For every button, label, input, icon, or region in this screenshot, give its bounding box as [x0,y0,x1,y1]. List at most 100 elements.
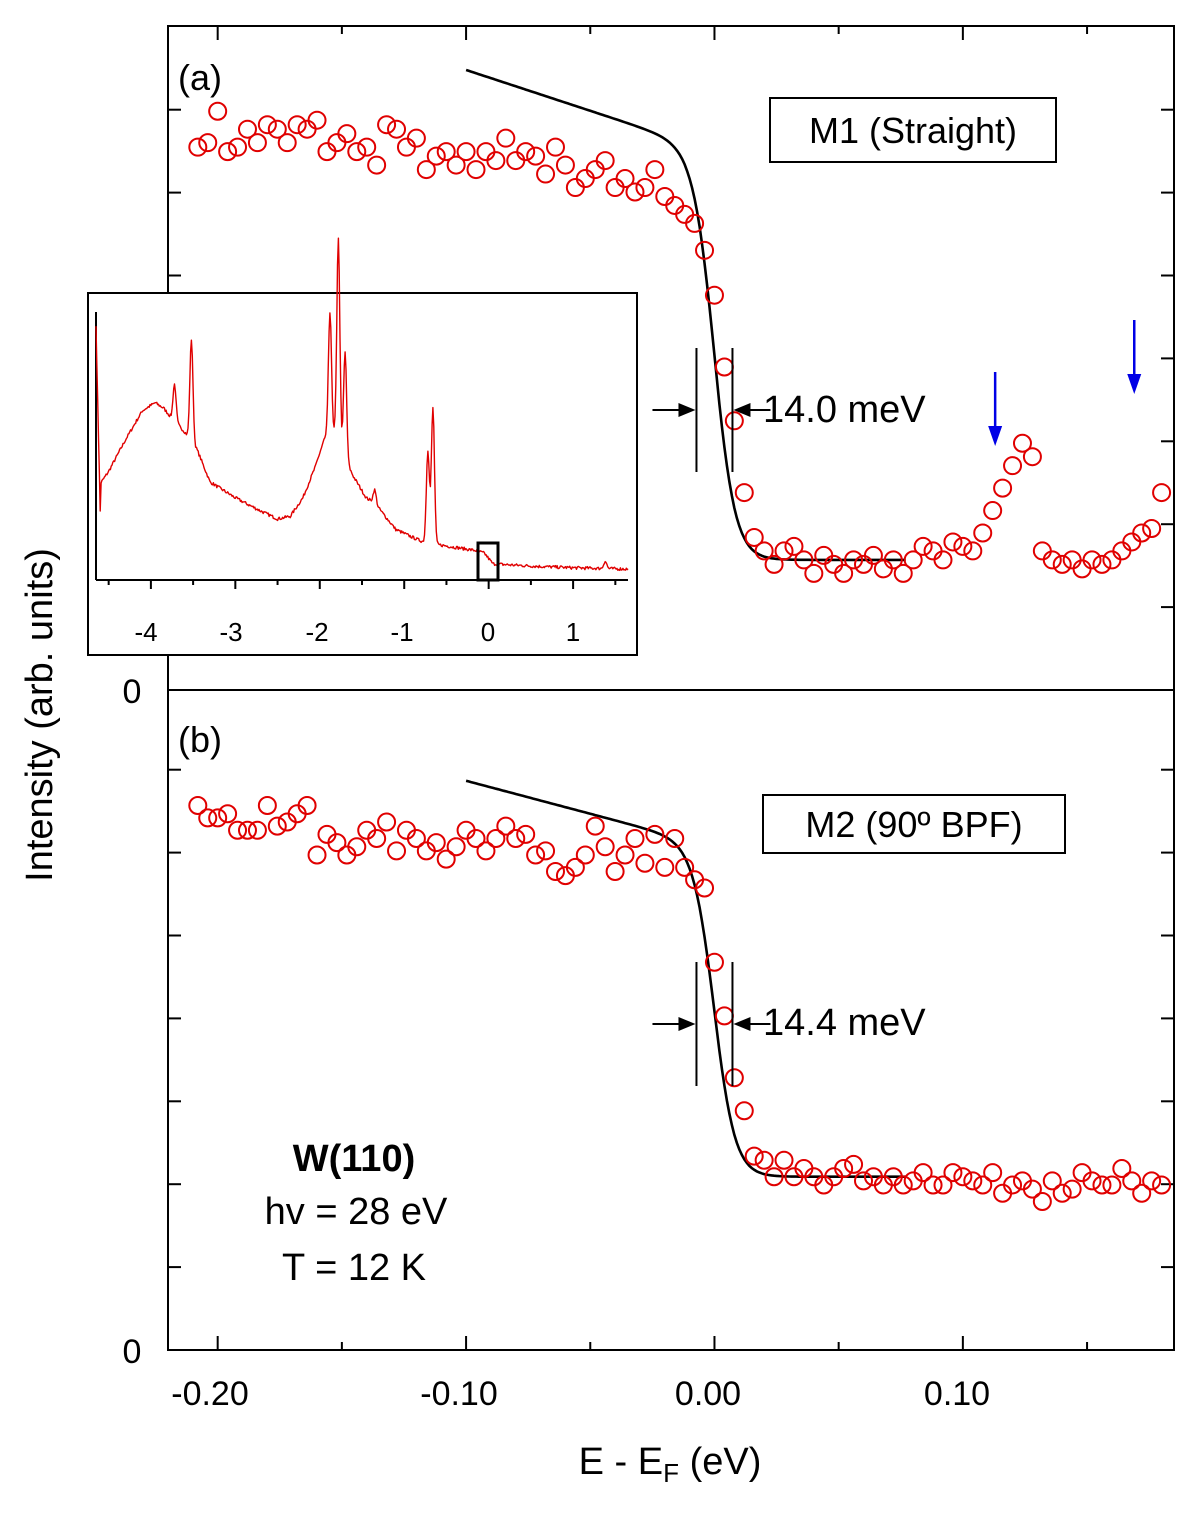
data-point [625,829,645,848]
data-point [983,1163,1003,1183]
data-point [814,545,834,565]
data-point [357,137,377,157]
data-point [645,160,665,180]
data-point [247,820,267,840]
y-zero-label-a: 0 [123,673,142,711]
data-point [794,550,814,570]
data-point [228,820,248,840]
data-point [913,1163,933,1183]
data-point [943,532,963,552]
data-point [1112,541,1132,561]
data-point [555,155,575,175]
sample-energy: hv = 28 eV [265,1191,448,1233]
data-point [208,808,228,828]
inset-tick-label: -3 [219,617,242,647]
data-point [893,1175,913,1195]
data-point [993,478,1013,498]
data-point [595,837,615,857]
inset-tick-label: -1 [390,617,413,647]
inset-zoom-box [476,541,500,582]
data-point [943,1163,963,1183]
inset-spectrum-line [95,237,629,572]
data-point [466,160,486,180]
data-point [854,554,874,574]
data-point [1062,550,1082,570]
data-point [635,178,655,198]
data-point [1003,456,1023,476]
data-point [347,837,367,857]
data-point [645,824,665,844]
data-point [635,853,655,873]
data-point [714,357,734,377]
x-tick-label: 0.10 [924,1375,990,1413]
panel-b-label: (b) [178,719,222,760]
data-point [426,833,446,853]
data-point [257,796,277,815]
data-point [1102,550,1122,570]
data-point [1022,447,1042,467]
data-point [595,151,615,171]
panel-a-label: (a) [178,57,222,98]
data-point [695,878,715,898]
data-point [327,133,347,153]
data-point [655,857,675,877]
data-point [605,178,625,198]
inset-frame [87,292,638,656]
data-point [257,115,277,135]
data-point [1032,541,1052,561]
data-point [347,142,367,162]
data-point [754,1150,774,1170]
inset-ticks [107,580,617,589]
peak-arrow-head [1127,374,1142,394]
data-point [1122,1171,1142,1191]
data-point [834,563,854,583]
width-arrow-right-head [733,1017,751,1031]
data-point [963,541,983,561]
data-point [516,824,536,844]
data-point [396,137,416,157]
data-point [1132,1183,1152,1203]
data-point [446,837,466,857]
width-label-b: 14.4 meV [763,1002,926,1044]
data-point [466,829,486,848]
data-point [953,536,973,556]
data-point [734,1101,754,1121]
data-point [526,146,546,166]
sample-temperature: T = 12 K [282,1247,426,1289]
data-point [218,142,238,162]
x-axis-label: E - EF (eV) [579,1441,762,1488]
data-point [307,845,327,865]
data-point [903,550,923,570]
data-point [377,115,397,135]
data-point [1152,483,1172,503]
data-point [416,160,436,180]
data-point [913,536,933,556]
data-point [446,155,466,175]
x-tick-label: -0.20 [171,1375,249,1413]
inset-spectrum: -4 -3 -2 -1 0 1 [87,237,638,656]
data-point [933,1175,953,1195]
data-point [973,523,993,543]
data-point [297,796,317,815]
data-point [247,133,267,153]
inset-tick-label: 0 [481,617,495,647]
inset-tick-label: -2 [305,617,328,647]
data-point [526,845,546,865]
y-axis-label: Intensity (arb. units) [19,548,61,882]
data-point [824,554,844,574]
data-point [784,536,804,556]
data-point [1092,1175,1112,1195]
data-point [1042,1171,1062,1191]
data-point [436,142,456,162]
data-point [387,119,407,139]
data-point [714,1006,734,1026]
data-point [565,857,585,877]
width-arrow-left-head [678,403,696,417]
data-point [297,119,317,139]
data-point [1102,1175,1122,1195]
width-markers [652,320,1142,1086]
y-zero-label-b: 0 [123,1333,142,1371]
data-point [486,829,506,848]
data-point [228,137,248,157]
data-point [575,169,595,189]
